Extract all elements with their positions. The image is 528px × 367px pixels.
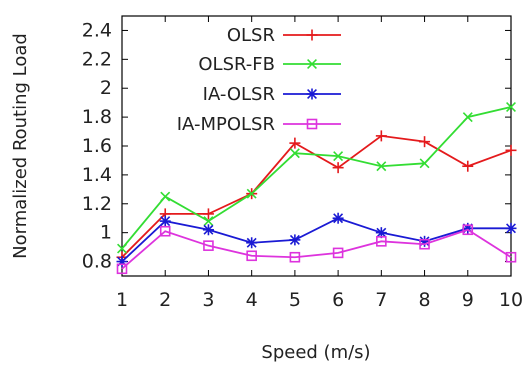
data-point-ia-mpolsr [246,250,257,262]
x-tick-label: 6 [332,289,344,311]
data-point-olsr [375,130,387,142]
y-axis-label: Normalized Routing Load [10,33,31,259]
data-point-olsr [289,137,301,149]
x-tick-label: 7 [375,289,387,311]
y-tick-label: 1.6 [82,135,112,157]
y-tick-label: 2 [100,77,112,99]
x-tick-label: 1 [116,289,128,311]
data-point-olsr-fb [506,102,516,112]
x-tick-label: 10 [499,289,523,311]
data-point-ia-mpolsr [289,251,301,263]
x-tick-label: 8 [419,289,431,311]
data-point-ia-mpolsr [203,240,214,251]
data-point-olsr [462,160,474,172]
data-point-ia-olsr [505,222,517,234]
x-axis-label: Speed (m/s) [261,342,370,363]
data-point-olsr-fb [203,216,214,227]
data-point-ia-olsr [202,224,214,236]
data-point-ia-mpolsr [419,238,430,250]
data-point-ia-olsr [332,212,344,224]
data-point-olsr [419,136,431,148]
x-tick-label: 9 [462,289,474,311]
y-tick-label: 1.8 [82,106,112,128]
data-point-ia-olsr [289,234,301,246]
data-point-olsr-fb [462,112,473,123]
legend-marker-olsr-fb [307,59,317,69]
y-tick-label: 1.4 [82,164,112,186]
data-point-ia-mpolsr [505,251,517,263]
y-tick-label: 0.8 [82,251,112,273]
x-tick-label: 4 [246,289,258,311]
x-tick-label: 3 [202,289,214,311]
x-tick-label: 2 [159,289,171,311]
data-point-ia-mpolsr [116,263,128,275]
data-point-ia-mpolsr [332,247,344,259]
legend-label-olsr: OLSR [227,25,275,46]
data-point-olsr-fb [419,158,430,169]
data-point-olsr-fb [117,243,127,254]
data-point-ia-olsr [246,237,258,249]
data-point-ia-mpolsr [159,225,171,237]
data-point-olsr-fb [160,191,171,202]
series-layer [116,102,517,275]
data-point-olsr [202,208,214,220]
data-point-olsr [332,162,344,174]
data-point-ia-mpolsr [462,224,474,236]
y-tick-label: 2.4 [82,19,112,41]
y-tick-label: 1 [100,222,112,244]
y-tick-label: 2.2 [82,48,112,70]
series-line-ia-mpolsr [121,228,512,270]
legend-label-ia-olsr: IA-OLSR [203,84,275,105]
data-point-olsr-fb [246,188,257,199]
legend-marker-ia-olsr [306,88,318,100]
data-point-olsr-fb [289,148,300,159]
y-tick-label: 1.2 [82,193,112,215]
data-point-ia-mpolsr [376,236,387,247]
data-point-ia-olsr [159,215,171,227]
x-axis-ticks: 1 2 3 4 5 6 7 8 9 10 [116,16,523,311]
data-point-olsr-fb [333,151,344,162]
legend-label-ia-mpolsr: IA-MPOLSR [177,114,275,135]
y-axis-ticks: 0.8 1 1.2 1.4 1.6 1.8 2 2.2 2.4 [82,19,511,273]
legend: OLSR OLSR-FB IA-OLSR IA-MPOLSR [177,25,341,135]
data-point-olsr-fb [376,161,387,172]
series-line-ia-olsr [121,217,511,263]
data-point-olsr [505,144,517,156]
x-tick-label: 5 [289,289,301,311]
legend-marker-olsr [306,29,318,41]
series-line-olsr-fb [121,106,512,250]
legend-label-olsr-fb: OLSR-FB [198,54,275,75]
legend-marker-ia-mpolsr [306,118,318,130]
